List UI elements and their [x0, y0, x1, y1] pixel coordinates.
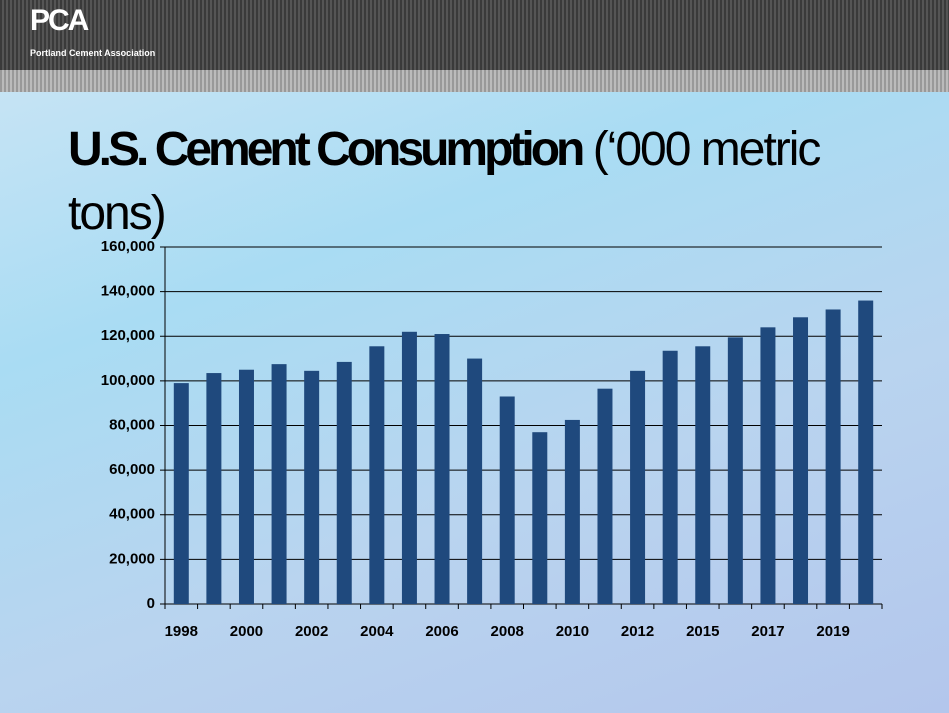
bar [336, 361, 352, 604]
x-tick-label: 2015 [686, 623, 719, 640]
bar [369, 346, 385, 604]
y-tick-label: 100,000 [101, 372, 155, 389]
bar [695, 346, 711, 604]
x-tick-label: 2002 [295, 623, 328, 640]
title-unit: (‘000 metric tons) [68, 123, 821, 240]
y-tick-label: 120,000 [101, 327, 155, 344]
bar [173, 383, 189, 604]
x-tick-label: 2008 [491, 623, 524, 640]
bar [858, 300, 874, 604]
bar [597, 388, 613, 604]
bar [499, 396, 515, 604]
bar [630, 370, 646, 604]
x-tick-label: 2000 [230, 623, 263, 640]
y-tick-label: 80,000 [109, 416, 155, 433]
bar [825, 309, 841, 604]
logo: PCA [30, 4, 89, 37]
bar [760, 327, 776, 604]
x-tick-label: 2012 [621, 623, 654, 640]
bar [304, 370, 320, 604]
bar [206, 373, 222, 604]
slide-title: U.S. Cement Consumption (‘000 metric ton… [68, 118, 888, 246]
bar [401, 331, 417, 604]
y-tick-label: 160,000 [101, 238, 155, 255]
header-band: PCA Portland Cement Association [0, 0, 949, 92]
bar [271, 364, 287, 604]
bar [238, 369, 254, 604]
y-tick-label: 40,000 [109, 506, 155, 523]
bar [793, 317, 809, 604]
x-tick-label: 2004 [360, 623, 394, 640]
y-tick-label: 60,000 [109, 461, 155, 478]
organization: Portland Cement Association [30, 48, 156, 58]
y-tick-label: 140,000 [101, 283, 155, 300]
bar [532, 432, 548, 604]
bar [467, 358, 483, 604]
bar [662, 350, 678, 604]
x-tick-label: 2019 [816, 623, 849, 640]
x-tick-label: 2017 [751, 623, 784, 640]
title-bold: U.S. Cement Consumption [68, 123, 585, 176]
y-tick-label: 0 [147, 595, 155, 612]
y-tick-label: 20,000 [109, 550, 155, 567]
bar [727, 337, 743, 604]
bar [564, 419, 580, 604]
x-tick-label: 2010 [556, 623, 589, 640]
x-tick-label: 2006 [425, 623, 458, 640]
x-tick-label: 1998 [165, 623, 198, 640]
bar [434, 334, 450, 604]
